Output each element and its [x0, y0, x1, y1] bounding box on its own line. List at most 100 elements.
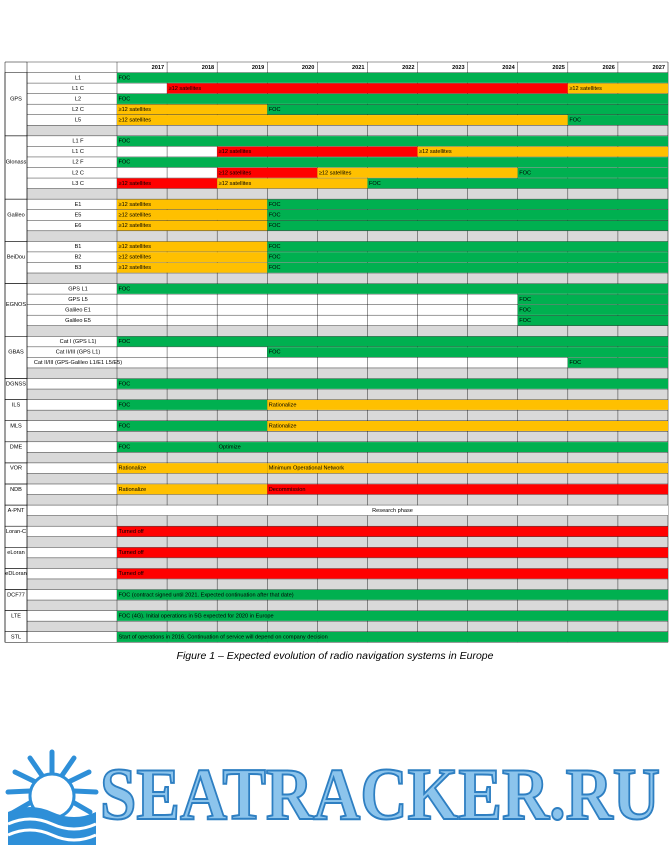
status-label: FOC	[269, 107, 281, 113]
status-label: Minimum Operational Network	[269, 466, 344, 472]
signal-label: E6	[75, 223, 82, 229]
separator-row	[27, 600, 668, 611]
year-header: 2019	[252, 65, 264, 71]
year-header: 2024	[502, 65, 515, 71]
status-bar	[217, 442, 668, 453]
status-label: FOC	[369, 181, 381, 187]
signal-label: L5	[75, 118, 81, 124]
status-bar	[317, 167, 518, 178]
status-bar	[167, 83, 568, 94]
system-label: eLoran	[7, 550, 24, 556]
status-label: FOC	[119, 445, 131, 451]
status-label: FOC	[119, 402, 131, 408]
status-label: FOC	[119, 286, 131, 292]
status-label: FOC	[269, 265, 281, 271]
status-bar	[117, 72, 668, 83]
system-cell	[4, 72, 28, 137]
watermark-logo	[5, 749, 99, 845]
year-header: 2017	[152, 65, 164, 71]
status-label: ≥12 satellites	[219, 149, 252, 155]
year-header: 2027	[653, 65, 665, 71]
status-label: FOC	[119, 96, 131, 102]
status-bar	[117, 241, 268, 252]
system-cell	[4, 283, 28, 337]
signal-label: L2 C	[72, 107, 84, 113]
status-label: Optimize	[219, 445, 241, 451]
status-bar	[117, 421, 268, 431]
status-label: FOC	[119, 139, 131, 145]
status-bar	[267, 484, 668, 495]
system-label: Loran-C	[6, 529, 26, 535]
status-label: Rationalize	[119, 487, 147, 493]
status-bar	[117, 632, 668, 642]
status-label: ≥12 satellites	[569, 86, 602, 92]
year-header: 2022	[402, 65, 414, 71]
year-header: 2026	[602, 65, 614, 71]
status-bar	[417, 146, 668, 157]
signal-label: Cat II/III (GPS L1)	[56, 350, 101, 356]
status-bar	[267, 421, 668, 431]
status-bar	[117, 568, 668, 579]
status-label: FOC	[269, 212, 281, 218]
status-bar	[117, 547, 668, 558]
status-label: FOC	[269, 223, 281, 229]
status-label: FOC	[269, 350, 281, 356]
year-header: 2020	[302, 65, 314, 71]
status-label: FOC	[119, 381, 131, 387]
status-label: ≥12 satellites	[119, 223, 152, 229]
signal-label: L2 F	[72, 160, 84, 166]
signal-label: Galileo E5	[65, 318, 91, 324]
status-label: FOC	[119, 75, 131, 81]
status-bar	[267, 252, 668, 263]
system-label: Glonass	[6, 160, 27, 166]
signal-label: L1 F	[72, 139, 84, 145]
signal-label: GPS L5	[68, 297, 88, 303]
status-bar	[117, 505, 668, 516]
year-header: 2021	[352, 65, 364, 71]
status-bar	[267, 220, 668, 231]
status-bar	[117, 220, 268, 231]
status-label: ≥12 satellites	[219, 170, 252, 176]
system-cell	[4, 135, 28, 200]
status-bar	[117, 442, 218, 453]
signal-label: L1 C	[72, 86, 84, 92]
status-label: ≥12 satellites	[169, 86, 202, 92]
signal-label: Cat II/III (GPS-Galileo L1/E1 L5/E5)	[34, 360, 122, 366]
status-bar	[117, 157, 668, 168]
system-label: GBAS	[8, 350, 24, 356]
status-label: FOC (contract signed until 2021. Expecte…	[119, 592, 294, 598]
status-label: FOC	[569, 360, 581, 366]
status-label: FOC	[269, 255, 281, 261]
signal-label: B1	[75, 244, 82, 250]
table-grid	[4, 61, 669, 643]
system-label: DGNSS	[6, 381, 26, 387]
status-label: FOC	[269, 202, 281, 208]
caption: Figure 1 – Expected evolution of radio n…	[177, 650, 494, 662]
status-bar	[567, 115, 668, 125]
status-bar	[517, 167, 668, 178]
system-label: STL	[11, 634, 21, 640]
status-bar	[267, 210, 668, 220]
status-label: FOC	[519, 297, 531, 303]
signal-label: L2	[75, 96, 81, 102]
status-label: ≥12 satellites	[319, 170, 352, 176]
status-bar	[267, 347, 668, 358]
status-bar	[267, 262, 668, 273]
watermark-text: SEATRACKER.RU	[100, 754, 660, 836]
system-label: MLS	[10, 423, 22, 429]
signal-label: L1 C	[72, 149, 84, 155]
system-cell	[4, 336, 28, 379]
status-label: ≥12 satellites	[119, 181, 152, 187]
system-label: Galileo	[7, 212, 24, 218]
status-label: Turned off	[119, 529, 145, 535]
status-bar	[117, 378, 668, 389]
separator-row	[27, 452, 668, 463]
status-label: ≥12 satellites	[119, 118, 152, 124]
status-bar	[117, 115, 568, 125]
signal-label: GPS L1	[68, 286, 88, 292]
system-label: DCF77	[7, 592, 25, 598]
separator-row	[27, 410, 668, 421]
status-bar	[117, 283, 668, 294]
system-label: NDB	[10, 487, 22, 493]
status-bar	[217, 146, 418, 157]
